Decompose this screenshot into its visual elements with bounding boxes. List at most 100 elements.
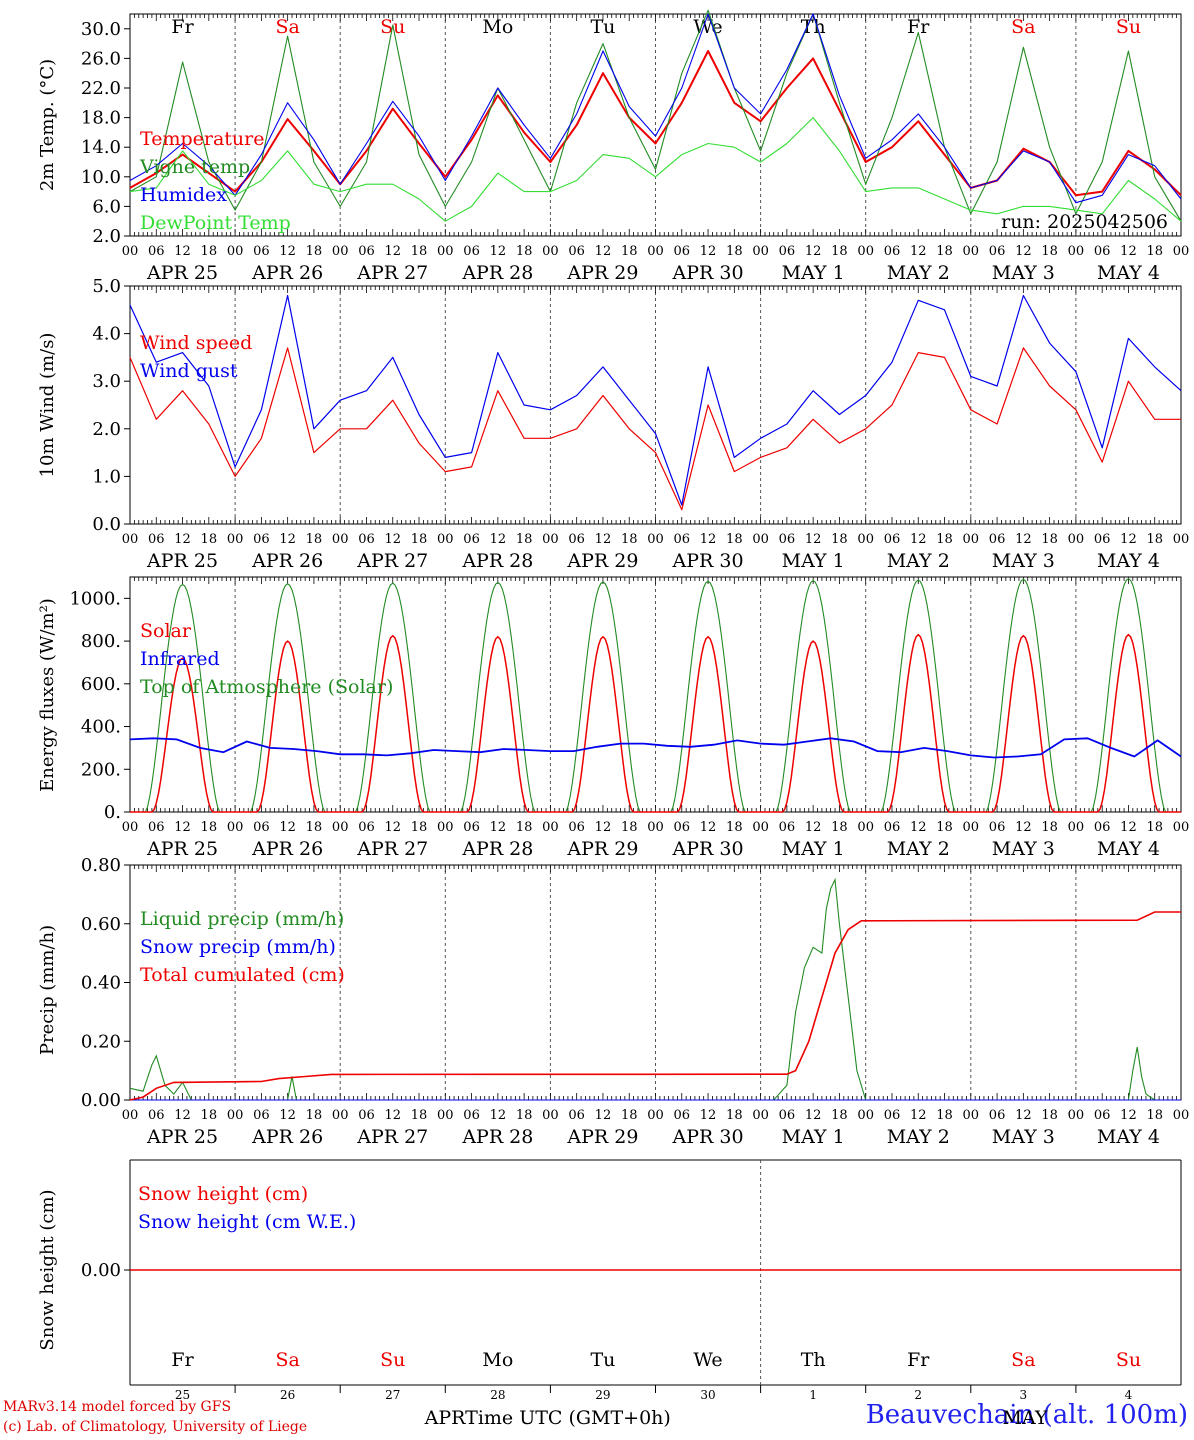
- hour-label: 12: [174, 244, 191, 259]
- day-number: 30: [700, 1388, 715, 1400]
- y-axis-label: Snow height (cm): [37, 1189, 58, 1350]
- station-title: Beauvechain (alt. 100m): [865, 1400, 1188, 1430]
- hour-label: 12: [805, 1108, 822, 1123]
- y-tick-label: 14.0: [81, 137, 121, 158]
- y-tick-label: 10.0: [81, 167, 121, 188]
- hour-label: 06: [358, 532, 375, 547]
- hour-label: 00: [1068, 820, 1085, 835]
- lab-credit: (c) Lab. of Climatology, University of L…: [3, 1419, 308, 1435]
- hour-label: 18: [726, 820, 743, 835]
- hour-label: 12: [805, 244, 822, 259]
- date-label: MAY 2: [887, 838, 950, 860]
- day-name: Th: [801, 1349, 826, 1371]
- hour-label: 00: [963, 532, 980, 547]
- time-axis-footer: APR Time UTC (GMT+0h) MAY: [424, 1407, 1048, 1429]
- hour-label: 06: [1094, 244, 1111, 259]
- hour-label: 12: [279, 1108, 296, 1123]
- hour-label: 00: [542, 532, 559, 547]
- legend-entry: Snow height (cm W.E.): [138, 1211, 356, 1233]
- hour-label: 06: [463, 820, 480, 835]
- hour-label: 18: [621, 532, 638, 547]
- hour-label: 12: [910, 244, 927, 259]
- hour-label: 12: [1120, 532, 1137, 547]
- panel-frame: [129, 285, 1182, 525]
- legend-entry: Top of Atmosphere (Solar): [140, 676, 393, 698]
- hour-label: 06: [989, 244, 1006, 259]
- day-number: 29: [595, 1388, 610, 1400]
- hour-label: 18: [621, 244, 638, 259]
- hour-label: 18: [306, 1108, 323, 1123]
- date-label: MAY 3: [992, 262, 1055, 284]
- hour-label: 06: [779, 1108, 796, 1123]
- hour-label: 18: [201, 244, 218, 259]
- date-label: APR 26: [251, 550, 323, 572]
- y-tick-label: 5.0: [92, 276, 121, 297]
- hour-label: 12: [910, 532, 927, 547]
- hour-label: 06: [253, 532, 270, 547]
- hour-label: 00: [1173, 1108, 1190, 1123]
- time-axis-label: Time UTC (GMT+0h): [465, 1407, 671, 1429]
- hour-label: 18: [516, 820, 533, 835]
- legend-entry: Snow precip (mm/h): [140, 936, 336, 958]
- hour-label: 00: [122, 532, 139, 547]
- date-label: APR 25: [146, 550, 218, 572]
- hour-label: 00: [437, 1108, 454, 1123]
- date-label: APR 30: [672, 1126, 744, 1148]
- date-label: MAY 1: [782, 262, 845, 284]
- date-label: APR 26: [251, 1126, 323, 1148]
- y-tick-label: 30.0: [81, 19, 121, 40]
- hour-label: 18: [1041, 532, 1058, 547]
- series-line: [129, 347, 1181, 511]
- day-name: Tu: [590, 16, 615, 38]
- hour-label: 12: [1015, 244, 1032, 259]
- hour-label: 00: [857, 244, 874, 259]
- hour-label: 06: [148, 820, 165, 835]
- hour-label: 00: [1173, 532, 1190, 547]
- hour-label: 12: [805, 532, 822, 547]
- hour-label: 18: [411, 244, 428, 259]
- y-tick-label: 22.0: [81, 78, 121, 99]
- y-tick-label: 0.: [104, 802, 121, 823]
- day-name: Fr: [907, 16, 930, 38]
- hour-label: 06: [568, 820, 585, 835]
- hour-label: 00: [963, 1108, 980, 1123]
- meteogram-svg: 2.06.010.014.018.022.026.030.02m Temp. (…: [37, 9, 1190, 1402]
- hour-label: 00: [963, 820, 980, 835]
- hour-label: 00: [437, 244, 454, 259]
- date-label: APR 29: [566, 262, 638, 284]
- date-label: APR 25: [146, 838, 218, 860]
- y-tick-label: 18.0: [81, 108, 121, 129]
- hour-label: 18: [411, 532, 428, 547]
- hour-label: 12: [595, 244, 612, 259]
- date-label: MAY 4: [1097, 1126, 1160, 1148]
- hour-label: 00: [332, 820, 349, 835]
- date-label: APR 27: [356, 838, 428, 860]
- hour-label: 12: [490, 1108, 507, 1123]
- hour-label: 12: [174, 1108, 191, 1123]
- hour-label: 00: [1068, 1108, 1085, 1123]
- hour-label: 18: [1041, 1108, 1058, 1123]
- date-label: MAY 4: [1097, 550, 1160, 572]
- hour-label: 12: [1120, 820, 1137, 835]
- hour-label: 12: [805, 820, 822, 835]
- hour-label: 18: [1146, 532, 1163, 547]
- date-label: APR 30: [672, 550, 744, 572]
- hour-label: 18: [1041, 820, 1058, 835]
- y-tick-label: 2.0: [92, 419, 121, 440]
- hour-label: 12: [595, 532, 612, 547]
- hour-label: 06: [674, 820, 691, 835]
- hour-label: 00: [1068, 244, 1085, 259]
- hour-label: 00: [332, 244, 349, 259]
- hour-label: 18: [831, 820, 848, 835]
- y-axis-label: 2m Temp. (°C): [37, 59, 58, 191]
- hour-label: 12: [700, 244, 717, 259]
- hour-label: 18: [516, 532, 533, 547]
- y-tick-label: 0.80: [81, 855, 121, 876]
- hour-label: 00: [227, 1108, 244, 1123]
- hour-label: 12: [174, 820, 191, 835]
- day-name: We: [693, 1349, 722, 1371]
- cumulated-precip-line: [129, 911, 1181, 1101]
- hour-label: 18: [831, 532, 848, 547]
- y-tick-label: 26.0: [81, 48, 121, 69]
- hour-label: 18: [306, 532, 323, 547]
